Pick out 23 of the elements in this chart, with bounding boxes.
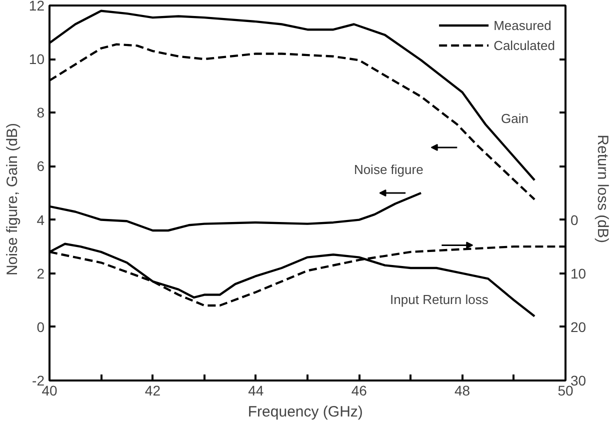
line-series: [50, 192, 422, 232]
legend-label: Calculated: [494, 38, 555, 52]
y-tick-label: 10: [28, 51, 45, 68]
y-tick-label: 2: [36, 265, 45, 282]
y2-tick-label: 20: [570, 318, 586, 335]
y-tick-label: 8: [36, 104, 45, 121]
y-tick-label: 0: [36, 318, 45, 335]
legend-label: Measured: [494, 18, 552, 32]
annotation: Noise figure: [354, 162, 424, 177]
y-tick-label: 6: [36, 158, 45, 174]
x-axis-title: Frequency (GHz): [248, 404, 363, 420]
annotation: Input Return loss: [390, 292, 489, 307]
x-tick-label: 48: [454, 382, 470, 398]
x-tick-label: 42: [144, 382, 161, 398]
y2-tick-label: 10: [570, 265, 586, 282]
x-tick-label: 46: [351, 382, 368, 398]
annotation: Gain: [501, 111, 528, 126]
y-axis-title: Noise figure, Gain (dB): [4, 122, 21, 276]
y2-axis-title: Return loss (dB): [594, 134, 612, 244]
y-tick-label: 12: [28, 0, 45, 14]
y2-tick-label: 0: [570, 212, 578, 228]
y-tick-label: 4: [36, 212, 45, 228]
x-tick-label: 44: [248, 382, 264, 398]
